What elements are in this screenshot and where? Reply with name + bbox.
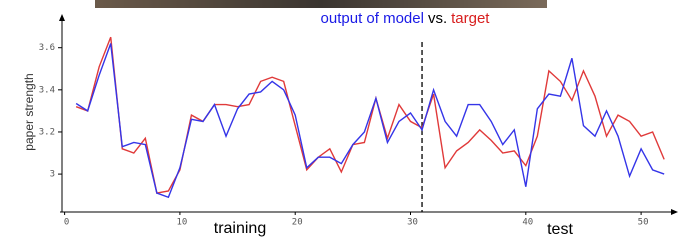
y-axis-label: paper strength — [22, 73, 36, 150]
chart: output of modelvs.target paper strength … — [0, 0, 685, 240]
photo-strip — [95, 0, 547, 8]
annotation: test — [547, 221, 573, 238]
y-tick-label: 3.2 — [39, 127, 55, 137]
x-tick-label: 30 — [407, 218, 418, 228]
title-part: target — [451, 10, 490, 27]
title-part: output of model — [321, 10, 424, 27]
y-tick-label: 3.4 — [39, 85, 55, 95]
y-tick-label: 3 — [50, 170, 55, 180]
x-tick-label: 40 — [522, 218, 533, 228]
y-tick-label: 3.6 — [39, 43, 55, 53]
x-axis-arrow — [671, 209, 678, 215]
x-tick-label: 0 — [64, 218, 69, 228]
annotation: training — [214, 220, 266, 237]
y-axis-arrow — [59, 14, 65, 21]
x-tick-label: 50 — [638, 218, 649, 228]
x-tick-label: 20 — [292, 218, 303, 228]
x-tick-label: 10 — [176, 218, 187, 228]
title-part: vs. — [428, 10, 447, 27]
